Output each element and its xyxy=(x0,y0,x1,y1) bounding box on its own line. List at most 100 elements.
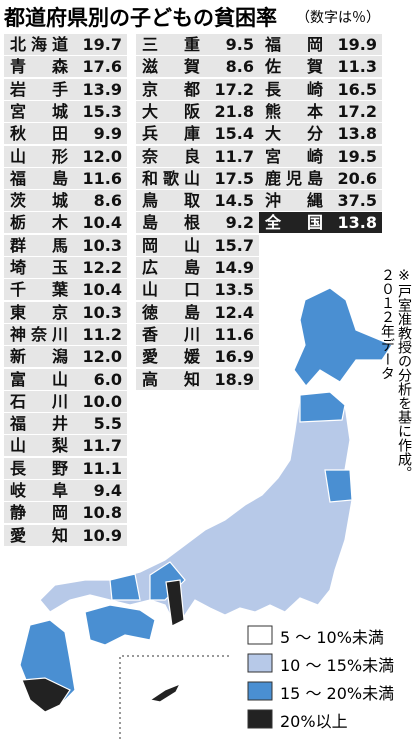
row-bg xyxy=(136,301,259,323)
hokkaido xyxy=(293,287,393,387)
pref-value: 6.0 xyxy=(93,369,122,389)
row-bg xyxy=(4,234,127,256)
pref-name: 青森 xyxy=(10,57,68,77)
pref-value: 13.8 xyxy=(337,124,377,144)
inset-border xyxy=(119,655,232,739)
row-bg xyxy=(4,190,127,212)
row-bg xyxy=(4,413,127,435)
osaka xyxy=(165,579,185,627)
row-bg xyxy=(4,34,127,55)
pref-name: 岡山 xyxy=(142,235,200,255)
pref-name: 千葉 xyxy=(10,280,68,300)
pref-value: 11.6 xyxy=(214,324,254,344)
row-bg xyxy=(136,368,259,390)
pref-name: 愛媛 xyxy=(142,347,200,367)
row-bg xyxy=(136,190,259,212)
pref-value: 11.7 xyxy=(214,146,254,166)
pref-value: 17.2 xyxy=(214,79,254,99)
row-bg xyxy=(136,123,259,145)
row-bg xyxy=(4,480,127,501)
pref-name: 福島 xyxy=(10,168,68,188)
row-bg xyxy=(259,190,382,212)
row-bg xyxy=(4,257,127,278)
pref-name: 徳島 xyxy=(142,302,200,322)
row-bg xyxy=(4,502,127,524)
pref-value: 19.7 xyxy=(82,35,122,54)
pref-name: 岩手 xyxy=(10,79,68,99)
row-bg xyxy=(4,368,127,390)
okinawa xyxy=(148,682,182,703)
pref-name: 島根 xyxy=(142,213,200,233)
row-bg xyxy=(4,524,127,546)
pref-name: 長崎 xyxy=(265,79,323,99)
pref-value: 19.5 xyxy=(337,146,377,166)
pref-value: 13.5 xyxy=(214,280,254,300)
pref-value: 9.4 xyxy=(93,481,122,500)
row-bg xyxy=(4,457,127,479)
row-bg xyxy=(259,78,382,100)
pref-value: 15.7 xyxy=(214,235,254,255)
row-bg xyxy=(4,435,127,457)
row-bg xyxy=(4,212,127,234)
row-bg xyxy=(259,123,382,145)
row-bg xyxy=(4,100,127,122)
legend-swatch xyxy=(247,653,273,673)
pref-name: 秋田 xyxy=(10,124,68,144)
pref-value: 21.8 xyxy=(214,101,254,121)
miyagi xyxy=(324,469,353,503)
row-bg xyxy=(259,100,382,122)
note: ※戸室准教授の分析を基に作成。 ２０１２年データ xyxy=(378,268,412,480)
pref-value: 15.4 xyxy=(214,124,254,144)
pref-name: 北海道 xyxy=(10,35,68,54)
legend-swatch xyxy=(247,625,273,645)
pref-name: 神奈川 xyxy=(10,324,68,344)
pref-name: 埼玉 xyxy=(10,258,68,277)
pref-name: 新潟 xyxy=(10,347,68,367)
note-line: ※戸室准教授の分析を基に作成。 xyxy=(396,268,412,480)
pref-name: 静岡 xyxy=(10,503,68,523)
row-bg xyxy=(259,167,382,189)
row-bg xyxy=(4,301,127,323)
pref-name: 山梨 xyxy=(10,436,68,456)
pref-name: 東京 xyxy=(10,302,68,322)
pref-value: 11.1 xyxy=(82,458,122,478)
note-line: ２０１２年データ xyxy=(379,268,395,380)
aomori xyxy=(299,391,346,423)
row-bg xyxy=(4,279,127,301)
pref-name: 和歌山 xyxy=(142,168,200,188)
pref-value: 11.6 xyxy=(82,168,122,188)
pref-value: 17.2 xyxy=(337,101,377,121)
pref-name: 宮崎 xyxy=(265,146,323,166)
kagoshima xyxy=(21,677,71,713)
pref-name: 奈良 xyxy=(142,146,200,166)
row-bg xyxy=(4,56,127,78)
pref-name: 群馬 xyxy=(10,235,68,255)
row-bg xyxy=(136,346,259,368)
pref-value: 10.8 xyxy=(82,503,122,523)
pref-name: 宮城 xyxy=(10,101,68,121)
legend-label: 20%以上 xyxy=(280,712,348,731)
legend-swatch xyxy=(247,709,273,729)
row-bg xyxy=(136,323,259,345)
row-bg xyxy=(136,257,259,278)
row-bg xyxy=(4,145,127,167)
pref-name: 鹿児島 xyxy=(265,168,323,188)
row-bg xyxy=(259,34,382,55)
pref-name: 広島 xyxy=(142,258,200,277)
pref-value: 37.5 xyxy=(337,191,377,211)
total-row xyxy=(259,212,382,234)
row-bg xyxy=(4,323,127,345)
pref-value: 9.9 xyxy=(93,124,122,144)
pref-value: 10.0 xyxy=(82,391,122,411)
pref-value: 14.5 xyxy=(214,191,254,211)
pref-name: 京都 xyxy=(142,79,200,99)
chugoku-blue xyxy=(109,573,141,601)
pref-value: 12.0 xyxy=(82,347,122,367)
pref-value: 10.4 xyxy=(82,280,122,300)
row-bg xyxy=(4,390,127,412)
pref-name: 福岡 xyxy=(265,35,323,54)
pref-value: 12.4 xyxy=(214,302,254,322)
pref-name: 大阪 xyxy=(142,101,200,121)
